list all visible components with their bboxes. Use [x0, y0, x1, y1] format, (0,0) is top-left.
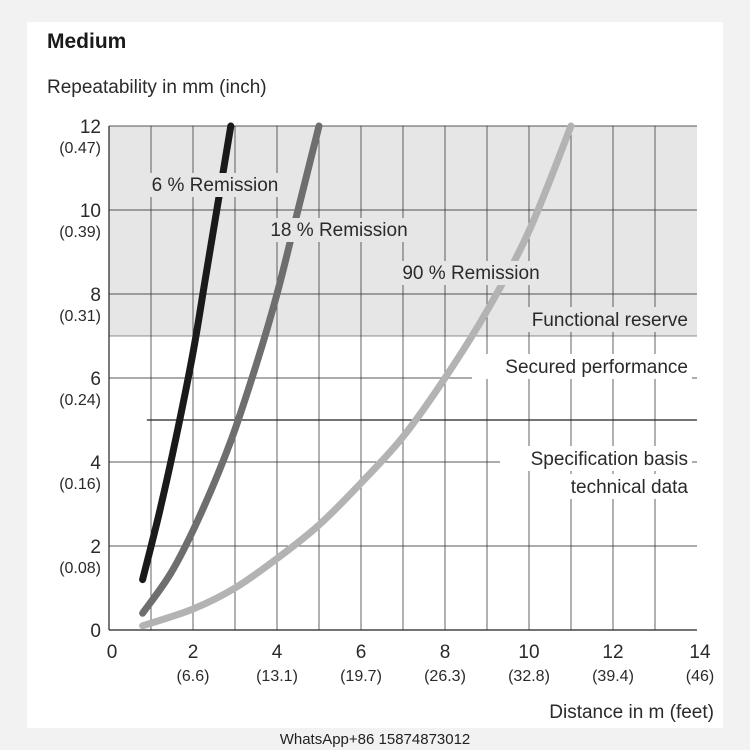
series-label-6-bg: [140, 173, 290, 197]
y-tick-sublabel: (0.16): [59, 476, 101, 493]
x-tick-sublabel: (39.4): [592, 668, 634, 685]
series-label-6: 6 % Remission: [152, 175, 279, 196]
y-axis-label: Repeatability in mm (inch): [47, 77, 267, 98]
chart-title: Medium: [47, 30, 127, 53]
series-18-remission-line: [139, 122, 323, 617]
x-tick-label: 8: [440, 642, 451, 663]
x-tick-label: 10: [518, 642, 539, 663]
series-label-90-bg: [386, 261, 556, 285]
zone-label-specification-basis-bg: [500, 446, 692, 471]
series-6-remission-line: [139, 122, 235, 584]
grid-layer: [108, 125, 697, 631]
zone-label-functional-reserve-bg: [502, 307, 692, 332]
x-tick-sublabel: (26.3): [424, 668, 466, 685]
x-tick-sublabel: (19.7): [340, 668, 382, 685]
zone-label-secured-performance-bg: [472, 354, 692, 379]
tick-layer: 0 2 (0.08) 4 (0.16) 6 (0.24) 8 (0.31) 10 (0.39) 12 (…: [59, 117, 714, 685]
x-tick-sublabel: (32.8): [508, 668, 550, 685]
x-tick-sublabel: (46): [686, 668, 714, 685]
series-label-18: 18 % Remission: [270, 220, 407, 241]
x-tick-label: 0: [107, 642, 118, 663]
series-label-18-bg: [254, 218, 424, 242]
y-tick-sublabel: (0.24): [59, 392, 101, 409]
x-tick-label: 12: [602, 642, 623, 663]
x-tick-label: 6: [356, 642, 367, 663]
y-tick-label: 2: [90, 537, 101, 558]
y-tick-label: 4: [90, 453, 101, 474]
y-tick-label: 10: [80, 201, 101, 222]
y-tick-sublabel: (0.39): [59, 224, 101, 241]
watermark-text: WhatsApp+86 15874873012: [279, 731, 471, 748]
zone-label-secured-performance: Secured performance: [505, 357, 688, 378]
annotation-layer: 6 % Remission 18 % Remission 90 % Remissio…: [140, 173, 692, 499]
zone-label-technical-data-bg: [544, 474, 692, 499]
y-tick-sublabel: (0.47): [59, 140, 101, 157]
series-label-90: 90 % Remission: [402, 263, 539, 284]
y-tick-label: 0: [90, 621, 101, 642]
x-axis-label: Distance in m (feet): [549, 702, 714, 723]
zone-label-functional-reserve: Functional reserve: [532, 310, 688, 331]
x-tick-sublabel: (13.1): [256, 668, 298, 685]
zone-label-specification-basis: Specification basis: [531, 449, 688, 470]
x-tick-label: 4: [272, 642, 283, 663]
y-tick-label: 8: [90, 285, 101, 306]
x-tick-label: 2: [188, 642, 199, 663]
y-tick-sublabel: (0.31): [59, 308, 101, 325]
x-tick-sublabel: (6.6): [177, 668, 210, 685]
y-tick-sublabel: (0.08): [59, 560, 101, 577]
y-tick-label: 12: [80, 117, 101, 138]
y-tick-label: 6: [90, 369, 101, 390]
x-tick-label: 14: [689, 642, 711, 663]
zone-label-technical-data: technical data: [571, 477, 689, 498]
